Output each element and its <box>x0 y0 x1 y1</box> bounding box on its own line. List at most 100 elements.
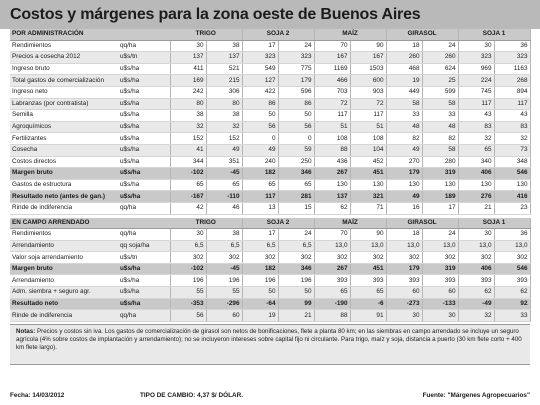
row-unit: qq soja/ha <box>118 240 171 253</box>
row-label: Agroquímicos <box>10 121 118 134</box>
value-cell: 49 <box>242 144 279 157</box>
value-cell: 302 <box>422 251 459 264</box>
value-cell: 56 <box>242 121 279 134</box>
footer-source: Fuente: "Márgenes Agropecuarios" <box>422 391 530 399</box>
section-header-row: POR ADMINISTRACIÓN TRIGO SOJA 2 MAÍZ GIRASOL… <box>10 29 531 41</box>
crop-header: SOJA 2 <box>242 29 315 41</box>
value-cell: 340 <box>458 156 495 169</box>
value-cell: 90 <box>350 228 387 241</box>
value-cell: -49 <box>458 298 495 311</box>
row-label: Rendimientos <box>10 228 118 241</box>
value-cell: 18 <box>386 228 423 241</box>
value-cell: 416 <box>494 190 531 203</box>
row-unit: u$s/ha <box>118 263 171 276</box>
value-cell: 48 <box>422 121 459 134</box>
value-cell: 62 <box>314 202 351 215</box>
value-cell: 15 <box>278 202 315 215</box>
value-cell: 745 <box>458 86 495 99</box>
row-label: Costos directos <box>10 156 118 169</box>
value-cell: 189 <box>422 190 459 203</box>
value-cell: 99 <box>278 298 315 311</box>
value-cell: 49 <box>206 144 243 157</box>
value-cell: 306 <box>206 86 243 99</box>
value-cell: 86 <box>278 98 315 111</box>
value-cell: 468 <box>386 63 423 76</box>
value-cell: 38 <box>206 40 243 53</box>
value-cell: 13 <box>242 202 279 215</box>
page-title: Costos y márgenes para la zona oeste de … <box>10 5 421 23</box>
value-cell: 969 <box>458 63 495 76</box>
value-cell: 182 <box>242 167 279 180</box>
value-cell: 449 <box>386 86 423 99</box>
value-cell: 62 <box>458 286 495 299</box>
notes-text: Precios y costos sin iva. Los gastos de … <box>16 327 522 351</box>
value-cell: 393 <box>494 274 531 288</box>
value-cell: 88 <box>314 144 351 157</box>
value-cell: 72 <box>314 98 351 111</box>
value-cell: 49 <box>386 144 423 157</box>
crop-header: TRIGO <box>170 217 243 230</box>
value-cell: 32 <box>494 132 531 145</box>
value-cell: -133 <box>422 298 459 311</box>
value-cell: 38 <box>206 228 243 241</box>
value-cell: 137 <box>206 51 243 64</box>
crop-header: MAÍZ <box>314 29 387 41</box>
value-cell: 30 <box>458 40 495 53</box>
row-label: Semilla <box>10 109 118 122</box>
value-cell: 451 <box>350 167 387 180</box>
value-cell: 32 <box>206 121 243 134</box>
value-cell: 24 <box>278 40 315 53</box>
value-cell: 108 <box>350 132 387 145</box>
value-cell: 302 <box>314 251 351 264</box>
value-cell: 393 <box>386 274 423 288</box>
crop-header: SOJA 2 <box>242 217 315 230</box>
value-cell: 62 <box>494 286 531 299</box>
table-body: POR ADMINISTRACIÓN TRIGO SOJA 2 MAÍZ GIRASOL… <box>10 29 531 322</box>
value-cell: 775 <box>278 63 315 76</box>
value-cell: 13,0 <box>422 240 459 253</box>
value-cell: 302 <box>278 251 315 264</box>
row-unit: u$s/ha <box>118 156 171 169</box>
table-row: Ingreso bruto u$s/ha 411 521 549 775 1169 1503 4… <box>10 63 531 76</box>
crop-header: GIRASOL <box>386 217 459 230</box>
value-cell: 108 <box>314 132 351 145</box>
value-cell: 36 <box>494 228 531 241</box>
row-unit: u$s/ha <box>118 286 171 299</box>
value-cell: 88 <box>314 309 351 322</box>
value-cell: 152 <box>206 132 243 145</box>
value-cell: 268 <box>494 74 531 87</box>
value-cell: 30 <box>386 309 423 322</box>
value-cell: 179 <box>386 167 423 180</box>
row-unit: u$s/ha <box>118 274 171 288</box>
value-cell: 624 <box>422 63 459 76</box>
value-cell: 51 <box>314 121 351 134</box>
value-cell: 51 <box>350 121 387 134</box>
value-cell: 215 <box>206 74 243 87</box>
value-cell: 59 <box>278 144 315 157</box>
value-cell: 137 <box>314 190 351 203</box>
row-label: Total gastos de comercialización <box>10 74 118 87</box>
value-cell: 82 <box>422 132 459 145</box>
row-unit: u$s/ha <box>118 144 171 157</box>
row-label: Arrendamiento <box>10 240 118 253</box>
value-cell: 351 <box>206 156 243 169</box>
value-cell: 50 <box>278 286 315 299</box>
value-cell: 6,5 <box>278 240 315 253</box>
value-cell: 6,5 <box>206 240 243 253</box>
value-cell: 49 <box>386 190 423 203</box>
value-cell: 21 <box>278 309 315 322</box>
row-label: Margen bruto <box>10 263 118 276</box>
crop-header: GIRASOL <box>386 29 459 41</box>
value-cell: -45 <box>206 263 243 276</box>
value-cell: 894 <box>494 86 531 99</box>
table-row: Rendimientos qq/ha 30 38 17 24 70 90 18 24 30 36 <box>10 40 531 53</box>
value-cell: 60 <box>206 309 243 322</box>
value-cell: 18 <box>386 40 423 53</box>
value-cell: 182 <box>242 263 279 276</box>
value-cell: 58 <box>422 98 459 111</box>
footer-exchange-rate: TIPO DE CAMBIO: 4,37 $/ DÓLAR. <box>140 391 243 399</box>
value-cell: 451 <box>350 263 387 276</box>
value-cell: 280 <box>422 156 459 169</box>
title-bar: Costos y márgenes para la zona oeste de … <box>0 0 540 29</box>
value-cell: 130 <box>458 179 495 192</box>
